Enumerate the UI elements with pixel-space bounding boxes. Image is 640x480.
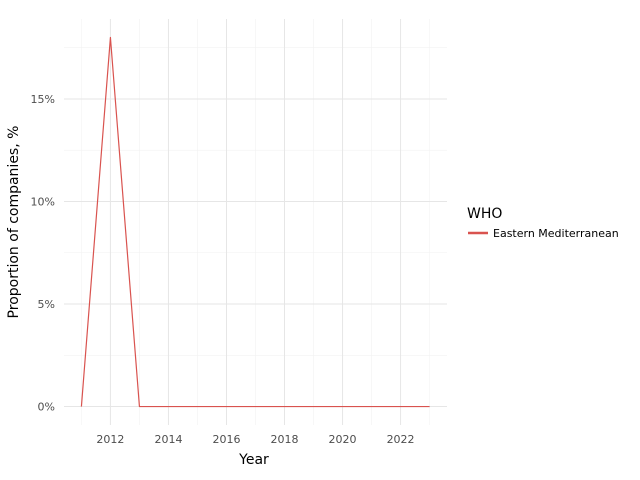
x-tick-label: 2018 bbox=[271, 433, 299, 446]
x-tick-label: 2020 bbox=[329, 433, 357, 446]
y-axis-title: Proportion of companies, % bbox=[6, 126, 22, 319]
y-tick-label: 5% bbox=[38, 298, 55, 311]
minor-grid bbox=[64, 19, 447, 425]
series-layer bbox=[80, 36, 430, 408]
y-tick-label: 0% bbox=[38, 401, 55, 414]
legend-items: Eastern Mediterranean bbox=[468, 227, 619, 240]
x-tick-label: 2022 bbox=[387, 433, 415, 446]
x-tick-label: 2012 bbox=[96, 433, 124, 446]
series-line bbox=[80, 36, 430, 408]
y-tick-label: 15% bbox=[31, 93, 55, 106]
y-axis-ticks: 0% 5% 10% 15% bbox=[31, 93, 55, 414]
x-axis-ticks: 2012 2014 2016 2018 2020 2022 bbox=[96, 433, 414, 446]
y-tick-label: 10% bbox=[31, 195, 55, 208]
legend-title: WHO bbox=[467, 206, 502, 222]
x-tick-label: 2016 bbox=[212, 433, 240, 446]
x-tick-label: 2014 bbox=[154, 433, 182, 446]
legend-label: Eastern Mediterranean bbox=[493, 227, 619, 240]
x-axis-title: Year bbox=[238, 452, 269, 468]
legend: WHO Eastern Mediterranean bbox=[467, 206, 619, 240]
